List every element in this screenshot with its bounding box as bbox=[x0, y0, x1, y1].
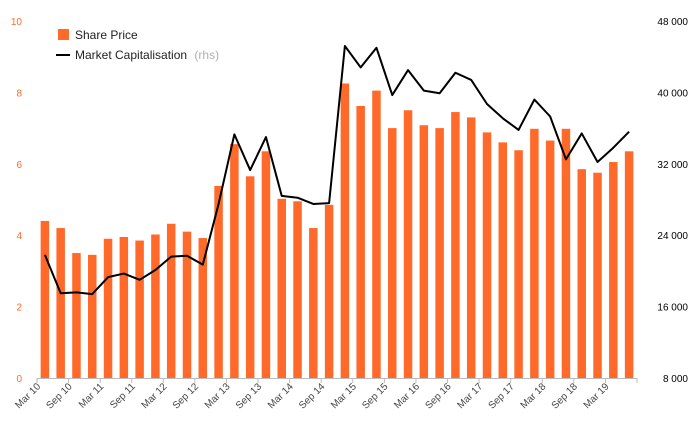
axes-layer: 0 2 4 6 8 10 8 000 16 000 24 000 32 000 40 000 48 0… bbox=[11, 17, 689, 412]
bar bbox=[561, 128, 571, 378]
x-tick-label: Sep 12 bbox=[171, 381, 201, 411]
bar bbox=[545, 140, 555, 378]
bar bbox=[466, 117, 476, 378]
bar bbox=[624, 151, 634, 378]
x-tick-label: Mar 19 bbox=[582, 381, 612, 411]
y-right-tick-label: 8 000 bbox=[663, 374, 688, 385]
x-tick-label: Sep 10 bbox=[45, 381, 75, 411]
bar bbox=[151, 234, 160, 378]
bar bbox=[245, 176, 255, 378]
legend-swatch-share-price bbox=[58, 29, 69, 40]
legend: Share Price Market Capitalisation (rhs) bbox=[56, 28, 219, 62]
bar bbox=[230, 144, 239, 378]
y-left-tick-label: 2 bbox=[16, 303, 22, 314]
bar bbox=[514, 150, 523, 378]
bar bbox=[403, 110, 413, 378]
bar bbox=[372, 90, 381, 379]
y-left-tick-label: 8 bbox=[16, 88, 22, 99]
bar bbox=[451, 112, 460, 378]
series-line-market-cap bbox=[43, 44, 630, 296]
x-tick-label: Mar 15 bbox=[329, 381, 359, 411]
y-left-tick-label: 0 bbox=[16, 374, 22, 385]
x-tick-label: Mar 17 bbox=[455, 381, 485, 411]
legend-label-market-cap: Market Capitalisation (rhs) bbox=[75, 48, 219, 62]
x-tick-label: Mar 11 bbox=[77, 381, 107, 411]
legend-label-share-price: Share Price bbox=[75, 28, 138, 42]
bar bbox=[88, 254, 97, 378]
x-tick-label: Mar 18 bbox=[519, 381, 549, 411]
bar bbox=[498, 142, 508, 378]
y-right-tick-label: 48 000 bbox=[657, 17, 688, 28]
legend-label-market-cap-suffix: (rhs) bbox=[194, 48, 219, 62]
bar bbox=[182, 231, 192, 378]
bars-layer bbox=[40, 83, 634, 379]
y-right-tick-label: 32 000 bbox=[657, 160, 688, 171]
bar bbox=[40, 220, 50, 378]
x-tick-label: Sep 14 bbox=[297, 381, 327, 411]
bar bbox=[388, 128, 397, 378]
bar bbox=[56, 228, 65, 378]
bar bbox=[435, 128, 444, 378]
x-tick-label: Mar 10 bbox=[13, 381, 43, 411]
bar bbox=[419, 125, 429, 379]
bar bbox=[356, 105, 365, 378]
bar bbox=[198, 238, 208, 378]
y-right-tick-label: 40 000 bbox=[657, 88, 688, 99]
bar bbox=[214, 185, 223, 378]
y-left-tick-label: 4 bbox=[16, 231, 22, 242]
y-left-tick-label: 6 bbox=[16, 160, 22, 171]
x-tick-label: Sep 15 bbox=[360, 381, 390, 411]
bar bbox=[609, 162, 618, 378]
x-tick-label: Mar 16 bbox=[392, 381, 422, 411]
x-tick-label: Mar 14 bbox=[266, 381, 296, 411]
bar bbox=[577, 169, 586, 378]
y-right-tick-label: 16 000 bbox=[657, 303, 688, 314]
x-tick-label: Sep 13 bbox=[234, 381, 264, 411]
bar bbox=[340, 83, 350, 378]
bar bbox=[324, 204, 334, 378]
bar bbox=[277, 198, 286, 378]
bar bbox=[166, 223, 176, 378]
y-right-tick-label: 24 000 bbox=[657, 231, 688, 242]
bar bbox=[309, 228, 318, 378]
bar bbox=[135, 240, 144, 378]
bar bbox=[103, 238, 113, 378]
x-tick-label: Sep 16 bbox=[423, 381, 453, 411]
bar bbox=[482, 132, 492, 378]
x-tick-label: Mar 12 bbox=[140, 381, 170, 411]
bar bbox=[261, 151, 271, 378]
x-tick-label: Sep 17 bbox=[487, 381, 517, 411]
y-left-tick-label: 10 bbox=[11, 17, 23, 28]
x-tick-label: Sep 11 bbox=[108, 381, 138, 411]
bar bbox=[293, 201, 302, 378]
bar bbox=[72, 253, 81, 378]
line-layer bbox=[43, 44, 630, 296]
bar bbox=[119, 236, 129, 378]
legend-label-market-cap-text: Market Capitalisation bbox=[75, 48, 187, 62]
bar bbox=[530, 128, 539, 378]
bar bbox=[593, 172, 602, 378]
x-tick-label: Mar 13 bbox=[203, 381, 233, 411]
x-tick-label: Sep 18 bbox=[550, 381, 580, 411]
